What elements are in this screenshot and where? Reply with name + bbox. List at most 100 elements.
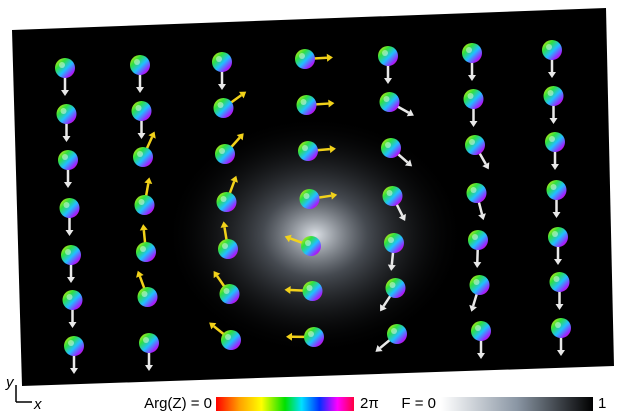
colorbar-label-end: 2π xyxy=(360,395,379,412)
spin-sphere xyxy=(218,239,238,259)
sphere-highlight xyxy=(62,154,68,160)
sphere-highlight xyxy=(142,291,148,297)
spin-sphere xyxy=(464,89,484,109)
spin-sphere xyxy=(295,49,315,69)
sphere-highlight xyxy=(388,237,394,243)
spin-sphere xyxy=(298,141,318,161)
sphere-highlight xyxy=(225,334,231,340)
sphere-highlight xyxy=(472,234,478,240)
spin-sphere xyxy=(378,46,398,66)
sphere-highlight xyxy=(64,202,70,208)
spin-sphere xyxy=(471,321,491,341)
x-label: x xyxy=(33,396,42,413)
sphere-highlight xyxy=(308,331,314,337)
spin-sphere xyxy=(136,242,156,262)
spin-sphere xyxy=(221,330,241,350)
spin-sphere xyxy=(58,150,78,170)
spin-sphere xyxy=(303,281,323,301)
sphere-highlight xyxy=(224,288,230,294)
page: y x Arg(Z) = 0 2π F = 0 1 (() => { const… xyxy=(0,0,622,416)
y-label: y xyxy=(5,374,15,391)
spin-sphere xyxy=(297,95,317,115)
spin-sphere xyxy=(548,227,568,247)
spin-sphere xyxy=(468,230,488,250)
figure: y x Arg(Z) = 0 2π F = 0 1 xyxy=(0,0,622,416)
sphere-highlight xyxy=(65,249,71,255)
sphere-highlight xyxy=(222,243,228,249)
spin-sphere xyxy=(386,278,406,298)
sphere-highlight xyxy=(134,59,140,65)
sphere-highlight xyxy=(469,139,475,145)
spin-sphere xyxy=(132,101,152,121)
colorbar-label-start: F = 0 xyxy=(401,395,436,412)
sphere-highlight xyxy=(474,279,480,285)
sphere-highlight xyxy=(68,340,74,346)
sphere-highlight xyxy=(475,325,481,331)
spin-sphere xyxy=(139,333,159,353)
spin-sphere xyxy=(63,290,83,310)
sphere-highlight xyxy=(299,53,305,59)
sphere-highlight xyxy=(307,285,313,291)
colorbar-label-end: 1 xyxy=(598,395,606,412)
sphere-highlight xyxy=(139,199,145,205)
spin-sphere xyxy=(55,58,75,78)
spin-sphere xyxy=(462,43,482,63)
sphere-highlight xyxy=(548,90,554,96)
spin-sphere xyxy=(214,98,234,118)
spin-sphere xyxy=(380,92,400,112)
sphere-highlight xyxy=(546,44,552,50)
spin-sphere xyxy=(64,336,84,356)
sphere-highlight xyxy=(216,56,222,62)
sphere-highlight xyxy=(468,93,474,99)
spin-sphere xyxy=(470,275,490,295)
spin-sphere xyxy=(384,233,404,253)
sphere-highlight xyxy=(59,62,65,68)
spin-sphere xyxy=(547,180,567,200)
sphere-highlight xyxy=(305,240,311,246)
sphere-highlight xyxy=(555,322,561,328)
spin-sphere xyxy=(215,144,235,164)
phase-colorbar xyxy=(216,397,354,411)
spin-sphere xyxy=(138,287,158,307)
spin-sphere xyxy=(544,86,564,106)
sphere-highlight xyxy=(61,108,67,114)
sphere-highlight xyxy=(384,96,390,102)
sphere-highlight xyxy=(382,50,388,56)
spin-sphere xyxy=(220,284,240,304)
spin-sphere xyxy=(301,236,321,256)
sphere-highlight xyxy=(466,47,472,53)
sphere-highlight xyxy=(551,184,557,190)
spin-sphere xyxy=(381,138,401,158)
fidelity-colorbar xyxy=(441,397,593,411)
sphere-highlight xyxy=(143,337,149,343)
sphere-highlight xyxy=(301,99,307,105)
spin-sphere xyxy=(300,189,320,209)
sphere-highlight xyxy=(136,105,142,111)
spin-sphere xyxy=(304,327,324,347)
spin-sphere xyxy=(542,40,562,60)
spin-sphere xyxy=(545,132,565,152)
sphere-highlight xyxy=(391,328,397,334)
spin-sphere xyxy=(60,198,80,218)
sphere-highlight xyxy=(221,196,227,202)
spin-sphere xyxy=(212,52,232,72)
colorbar-label-start: Arg(Z) = 0 xyxy=(144,395,212,412)
spin-sphere xyxy=(57,104,77,124)
sphere-highlight xyxy=(302,145,308,151)
sphere-highlight xyxy=(67,294,73,300)
sphere-highlight xyxy=(137,151,143,157)
sphere-highlight xyxy=(304,193,310,199)
spin-sphere xyxy=(383,186,403,206)
spin-sphere xyxy=(61,245,81,265)
sphere-highlight xyxy=(387,190,393,196)
spin-sphere xyxy=(133,147,153,167)
spin-sphere xyxy=(467,183,487,203)
spin-sphere xyxy=(465,135,485,155)
sphere-highlight xyxy=(390,282,396,288)
spin-sphere xyxy=(135,195,155,215)
sphere-highlight xyxy=(219,148,225,154)
sphere-highlight xyxy=(554,276,560,282)
sphere-highlight xyxy=(471,187,477,193)
sphere-highlight xyxy=(218,102,224,108)
sphere-highlight xyxy=(552,231,558,237)
